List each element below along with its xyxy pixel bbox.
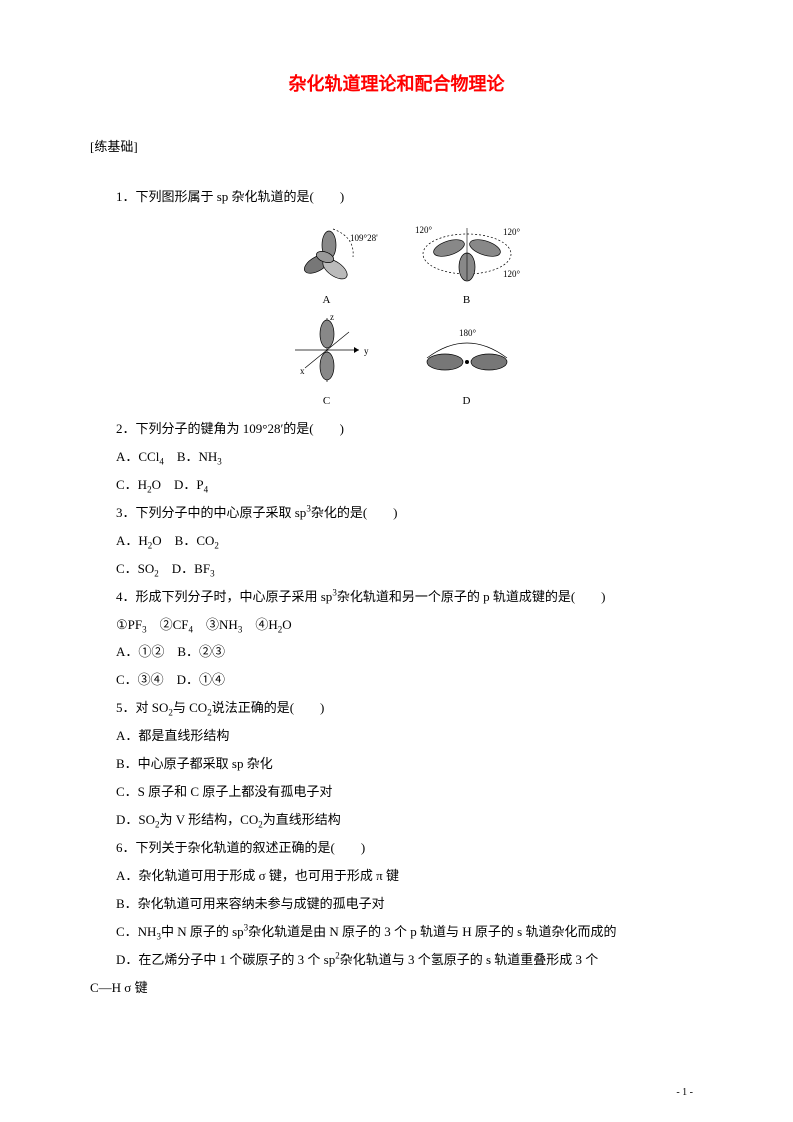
question-2: 2．下列分子的键角为 109°28′的是( ) <box>116 415 703 443</box>
q4-i4: ④H <box>242 617 277 632</box>
q5d-tail: 为直线形结构 <box>263 812 341 827</box>
q3d-pre: D．BF <box>159 561 210 576</box>
question-6-opt-c: C．NH3中 N 原子的 sp3杂化轨道是由 N 原子的 3 个 p 轨道与 H… <box>116 918 703 946</box>
q3d-sub: 3 <box>210 568 215 578</box>
q2d-pre: O D．P <box>152 477 204 492</box>
question-4: 4．形成下列分子时，中心原子采用 sp3杂化轨道和另一个原子的 p 轨道成键的是… <box>116 583 703 611</box>
question-2-opt-cd: C．H2O D．P4 <box>116 471 703 499</box>
angle-b-label-3: 120° <box>503 269 521 279</box>
question-3: 3．下列分子中的中心原子采取 sp3杂化的是( ) <box>116 499 703 527</box>
question-3-opt-ab: A．H2O B．CO2 <box>116 527 703 555</box>
q2b-sub: 3 <box>217 456 222 466</box>
label-a: A <box>267 294 387 306</box>
diagram-cell-a: 109°28' A <box>267 219 387 306</box>
q5-tail: 说法正确的是( ) <box>212 700 325 715</box>
axis-x: x <box>300 366 305 376</box>
diagram-cell-c: z y x C <box>267 310 387 407</box>
page-content: 杂化轨道理论和配合物理论 [练基础] 1．下列图形属于 sp 杂化轨道的是( )… <box>0 0 793 1042</box>
question-1: 1．下列图形属于 sp 杂化轨道的是( ) <box>116 183 703 211</box>
label-d: D <box>407 395 527 407</box>
diagram-cell-d: 180° D <box>407 320 527 407</box>
q5-mid: 与 CO <box>173 700 207 715</box>
diagram-cell-b: 120° 120° 120° B <box>407 219 527 306</box>
diagram-row-1: 109°28' A 120° 120° 120° B <box>267 219 527 306</box>
angle-a-label: 109°28' <box>350 233 378 243</box>
angle-b-label-2: 120° <box>503 227 521 237</box>
orbital-diagram: 109°28' A 120° 120° 120° B <box>267 219 527 407</box>
question-6-opt-b: B．杂化轨道可用来容纳未参与成键的孤电子对 <box>116 890 703 918</box>
question-6: 6．下列关于杂化轨道的叙述正确的是( ) <box>116 834 703 862</box>
q4-i3: ③NH <box>193 617 238 632</box>
q4-i1: ①PF <box>116 617 142 632</box>
q2d-sub: 4 <box>204 484 209 494</box>
question-4-opt-cd: C．③④ D．①④ <box>116 666 703 694</box>
q4-pre: 4．形成下列分子时，中心原子采用 sp <box>116 589 332 604</box>
question-5-opt-a: A．都是直线形结构 <box>116 722 703 750</box>
question-5-opt-b: B．中心原子都采取 sp 杂化 <box>116 750 703 778</box>
document-title: 杂化轨道理论和配合物理论 <box>90 70 703 96</box>
q3c-pre: C．SO <box>116 561 154 576</box>
diagram-row-2: z y x C 180° D <box>267 310 527 407</box>
q3-pre: 3．下列分子中的中心原子采取 sp <box>116 505 306 520</box>
q2b-pre: B．NH <box>164 449 217 464</box>
q4-tail: 杂化轨道和另一个原子的 p 轨道成键的是( ) <box>337 589 606 604</box>
axis-y: y <box>364 346 369 356</box>
question-6-opt-a: A．杂化轨道可用于形成 σ 键，也可用于形成 π 键 <box>116 862 703 890</box>
question-5-opt-d: D．SO2为 V 形结构，CO2为直线形结构 <box>116 806 703 834</box>
question-4-opt-ab: A．①② B．②③ <box>116 638 703 666</box>
axis-z: z <box>330 312 334 322</box>
q2a-pre: A．CCl <box>116 449 159 464</box>
question-3-opt-cd: C．SO2 D．BF3 <box>116 555 703 583</box>
q6d-pre: D．在乙烯分子中 1 个碳原子的 3 个 sp <box>116 952 335 967</box>
q3b-pre: O B．CO <box>152 533 214 548</box>
section-label: [练基础] <box>90 136 703 155</box>
angle-b-label-1: 120° <box>415 225 433 235</box>
q6c-mid: 中 N 原子的 sp <box>161 924 244 939</box>
q5-pre: 5．对 SO <box>116 700 168 715</box>
q5d-mid: 为 V 形结构，CO <box>160 812 259 827</box>
q4-i4-o: O <box>282 617 291 632</box>
q6c-pre: C．NH <box>116 924 156 939</box>
question-2-opt-ab: A．CCl4 B．NH3 <box>116 443 703 471</box>
angle-d-label: 180° <box>459 328 477 338</box>
question-4-items: ①PF3 ②CF4 ③NH3 ④H2O <box>116 611 703 639</box>
q3-tail: 杂化的是( ) <box>311 505 398 520</box>
question-6-opt-d: D．在乙烯分子中 1 个碳原子的 3 个 sp2杂化轨道与 3 个氢原子的 s … <box>116 946 703 974</box>
q4-i2: ②CF <box>147 617 189 632</box>
q6c-tail: 杂化轨道是由 N 原子的 3 个 p 轨道与 H 原子的 s 轨道杂化而成的 <box>248 924 616 939</box>
label-b: B <box>407 294 527 306</box>
page-number: - 1 - <box>676 1087 693 1098</box>
q3b-sub: 2 <box>214 540 219 550</box>
question-5-opt-c: C．S 原子和 C 原子上都没有孤电子对 <box>116 778 703 806</box>
q3a-pre: A．H <box>116 533 148 548</box>
q2c-pre: C．H <box>116 477 147 492</box>
q5d-pre: D．SO <box>116 812 155 827</box>
question-5: 5．对 SO2与 CO2说法正确的是( ) <box>116 694 703 722</box>
question-6-opt-d-line2: C—H σ 键 <box>90 974 703 1002</box>
q6d-tail: 杂化轨道与 3 个氢原子的 s 轨道重叠形成 3 个 <box>340 952 599 967</box>
label-c: C <box>267 395 387 407</box>
